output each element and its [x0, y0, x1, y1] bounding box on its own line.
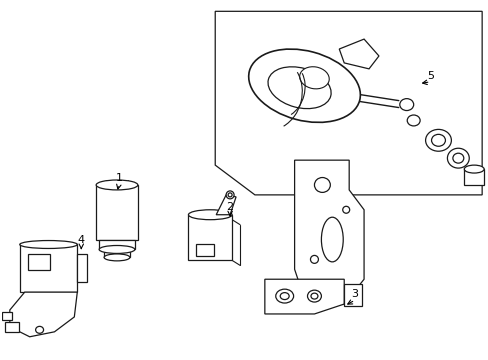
Ellipse shape [20, 240, 77, 248]
Polygon shape [10, 292, 77, 337]
Bar [104, 249, 130, 257]
Text: 3: 3 [351, 289, 358, 299]
Polygon shape [216, 195, 236, 215]
Polygon shape [294, 160, 364, 304]
Ellipse shape [342, 206, 349, 213]
Bar [188, 215, 232, 260]
Ellipse shape [248, 49, 360, 122]
Ellipse shape [104, 254, 130, 261]
Ellipse shape [399, 99, 413, 111]
Ellipse shape [425, 129, 450, 151]
Ellipse shape [452, 153, 463, 163]
Ellipse shape [307, 290, 321, 302]
Ellipse shape [228, 193, 232, 197]
Bar [5, 322, 19, 332]
Ellipse shape [96, 180, 138, 190]
Ellipse shape [280, 293, 288, 300]
Text: 1: 1 [115, 173, 122, 183]
Text: 4: 4 [78, 234, 84, 244]
Bar [196, 244, 214, 256]
Text: 5: 5 [426, 71, 433, 81]
Text: 2: 2 [226, 202, 233, 212]
Bar [99, 239, 135, 249]
Ellipse shape [188, 210, 232, 220]
Bar [2, 312, 12, 320]
Bar [20, 244, 77, 292]
Ellipse shape [407, 115, 419, 126]
Bar [344, 284, 361, 306]
Polygon shape [339, 39, 378, 69]
Ellipse shape [447, 148, 468, 168]
Ellipse shape [267, 67, 330, 109]
Bar [96, 185, 138, 239]
Ellipse shape [314, 177, 330, 192]
Ellipse shape [36, 327, 43, 333]
Ellipse shape [431, 134, 445, 146]
Ellipse shape [310, 255, 318, 264]
Ellipse shape [275, 289, 293, 303]
Ellipse shape [99, 246, 135, 253]
Polygon shape [264, 279, 344, 314]
Ellipse shape [321, 217, 343, 262]
Ellipse shape [310, 293, 317, 299]
Polygon shape [215, 11, 481, 195]
Bar [463, 169, 483, 185]
Ellipse shape [299, 67, 328, 89]
Bar [77, 255, 87, 282]
Bar [28, 255, 49, 270]
Ellipse shape [463, 165, 483, 173]
Ellipse shape [225, 191, 234, 199]
